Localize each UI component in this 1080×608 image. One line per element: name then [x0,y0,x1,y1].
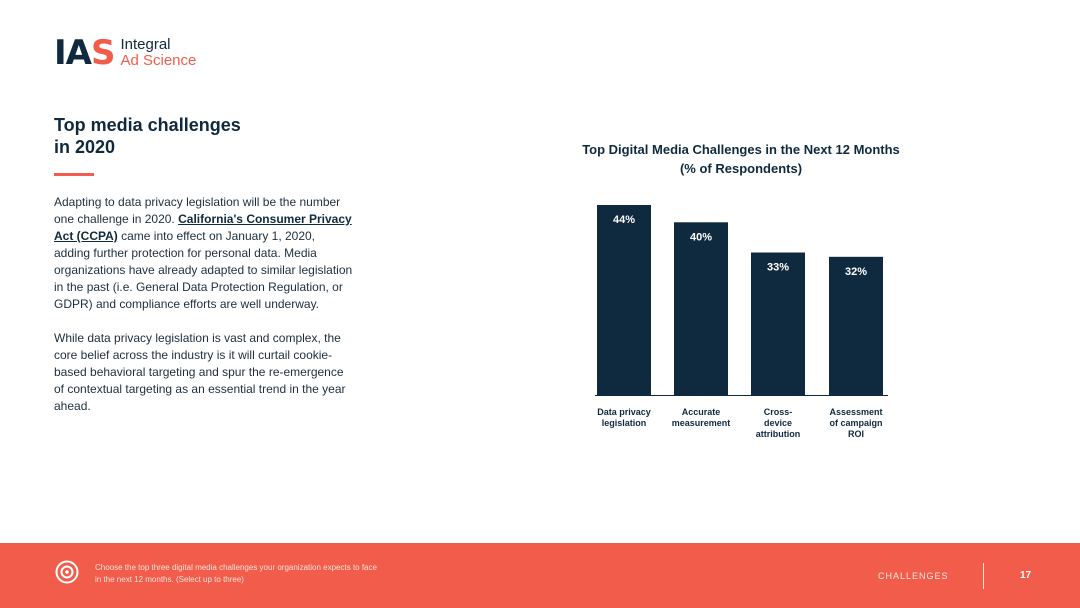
page-title-line-2: in 2020 [54,137,116,157]
body-text: Adapting to data privacy legislation wil… [54,194,354,432]
footer-note: Choose the top three digital media chall… [95,563,377,584]
bar-2 [751,252,805,395]
page-title-line-1: Top media challenges [54,115,241,135]
ccpa-link[interactable]: California's Consumer Privacy Act (CCPA) [54,212,352,243]
data-label-0: 44% [613,214,635,226]
paragraph-2: While data privacy legislation is vast a… [54,331,346,413]
footer: Choose the top three digital media chall… [0,543,1080,608]
data-label-2: 33% [767,262,789,274]
target-icon [55,560,79,584]
logo-line-1: Integral [120,36,171,53]
category-label-3: Assessment of campaign ROI [829,407,882,439]
bar-3 [829,256,883,395]
accent-rule [54,173,94,176]
paragraph-1: Adapting to data privacy legislation wil… [54,194,354,313]
paragraph-1-intro: Adapting to data privacy legislation wil… [54,195,341,226]
ias-logo: IAS Integral Ad Science [54,36,196,70]
logo-mark-ia: IA [54,33,92,73]
chart-title: Top Digital Media Challenges in the Next… [560,140,922,178]
logo-mark: IAS [54,33,115,73]
chart-subtitle: (% of Respondents) [679,161,803,176]
category-label-2: Cross-device attribution [756,407,801,439]
data-label-3: 32% [845,266,867,278]
category-label-0: Data privacy legislation [597,407,651,428]
category-label-1: Accurate measurement [672,407,731,428]
page-number: 17 [1020,570,1032,581]
footer-section-label: CHALLENGES [878,571,949,581]
footer-divider [983,563,984,589]
chart-title-main: Top Digital Media Challenges in the Next… [582,142,900,157]
bar-chart: 44% Data privacy legislation 40% Accurate mea… [595,205,888,439]
logo-wordmark: Integral Ad Science [120,37,196,69]
data-label-1: 40% [690,231,712,243]
bar-1 [674,222,728,395]
paragraph-1-rest: came into effect on January 1, 2020, add… [54,229,353,311]
page-title: Top media challenges in 2020 [54,114,314,158]
bar-0 [597,205,651,395]
logo-mark-s: S [90,33,115,73]
logo-line-2: Ad Science [120,52,197,69]
